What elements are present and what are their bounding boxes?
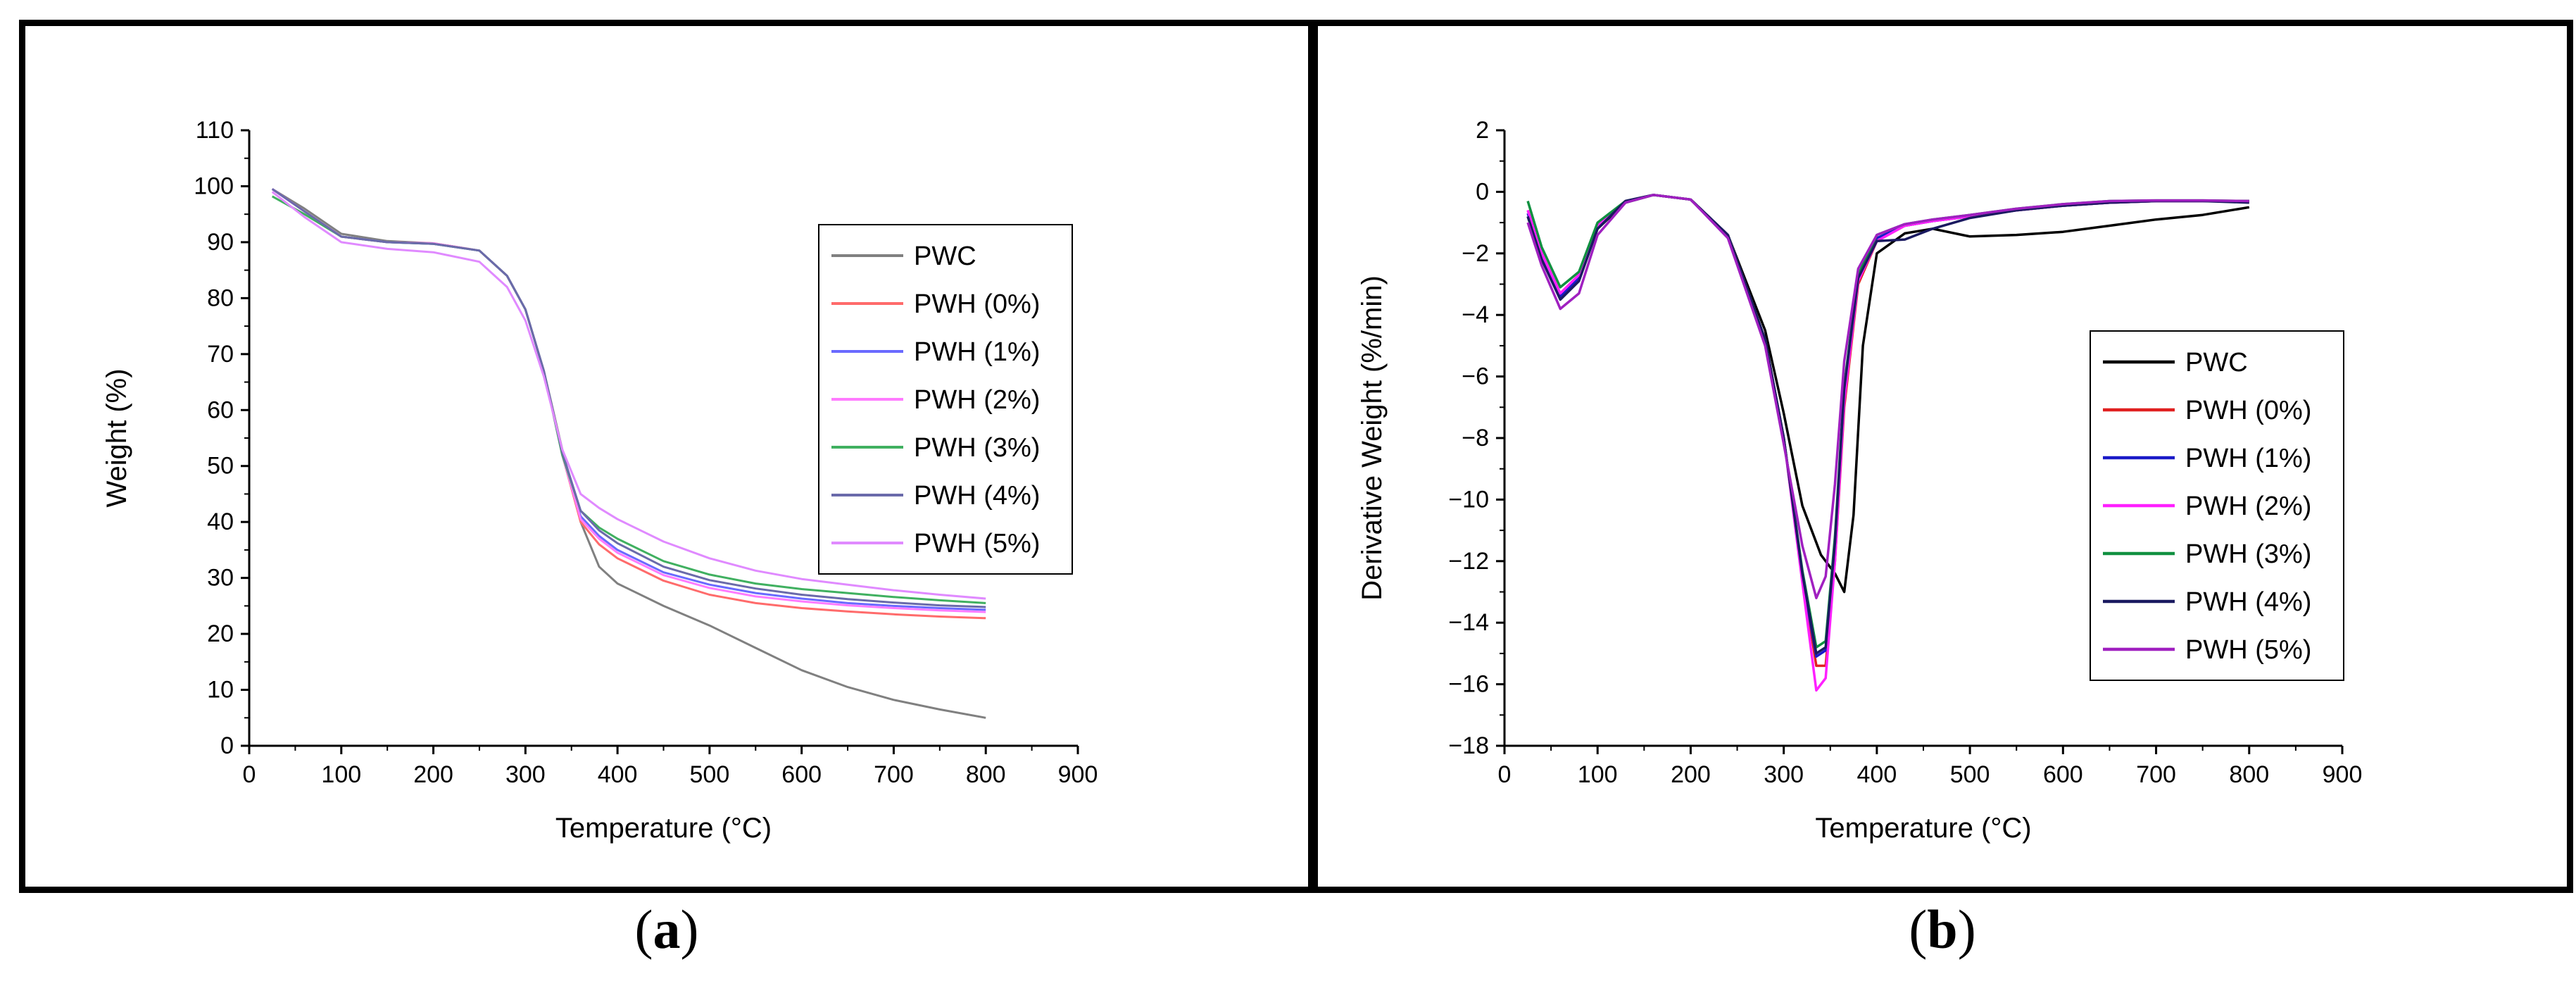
x-tick-label: 600 <box>781 761 822 788</box>
y-tick-label: 80 <box>207 285 234 311</box>
x-tick-label: 900 <box>2323 761 2363 788</box>
legend-label: PWH (0%) <box>914 289 1040 319</box>
series-line-pwh-4- <box>1526 194 2249 655</box>
x-tick-label: 700 <box>874 761 914 788</box>
y-tick-label: −8 <box>1462 425 1489 451</box>
y-tick-label: −10 <box>1448 486 1489 513</box>
x-tick-label: 300 <box>505 761 546 788</box>
x-tick-label: 800 <box>2229 761 2269 788</box>
legend: PWC PWH (0%) PWH (1%) PWH (2%) PWH (3%) PWH (… <box>818 224 1073 575</box>
y-tick-label: −14 <box>1448 609 1489 636</box>
legend-label: PWH (3%) <box>914 433 1040 463</box>
y-axis-label: Weight (%) <box>101 368 132 507</box>
y-tick-label: 60 <box>207 396 234 423</box>
y-tick-label: 20 <box>207 620 234 647</box>
x-tick-label: 300 <box>1764 761 1804 788</box>
legend-label: PWH (2%) <box>914 385 1040 415</box>
x-tick-label: 100 <box>1578 761 1618 788</box>
legend-label: PWH (4%) <box>2185 587 2311 617</box>
legend-label: PWH (5%) <box>914 529 1040 558</box>
series-line-pwh-4- <box>271 188 986 608</box>
x-tick-label: 700 <box>2136 761 2176 788</box>
y-tick-label: 100 <box>194 173 234 199</box>
y-tick-label: −2 <box>1462 240 1489 267</box>
x-tick-label: 800 <box>966 761 1006 788</box>
x-axis-label: Temperature (°C) <box>555 813 772 844</box>
chart-panel-b: 0 100 200 300 400 500 600 700 800 900 −18 −16 −14 −12… <box>1312 20 2573 893</box>
legend-label: PWH (4%) <box>914 481 1040 511</box>
tga-weight-chart: 0 100 200 300 400 500 600 700 800 900 0 10 20 30 40 50 6… <box>101 117 1098 844</box>
y-axis-label: Derivative Weight (%/min) <box>1357 275 1388 601</box>
y-tick-label: −18 <box>1448 732 1489 759</box>
x-tick-label: 200 <box>1671 761 1711 788</box>
caption-a: (a) <box>634 899 699 960</box>
x-tick-label: 0 <box>1498 761 1512 788</box>
y-tick-label: 0 <box>220 732 234 759</box>
y-tick-label: −6 <box>1462 363 1489 390</box>
y-tick-label: 2 <box>1476 117 1489 144</box>
x-tick-label: 900 <box>1058 761 1098 788</box>
y-tick-label: 30 <box>207 565 234 592</box>
y-tick-label: 10 <box>207 677 234 704</box>
x-axis-label: Temperature (°C) <box>1815 813 2031 844</box>
y-tick-label: 0 <box>1476 178 1489 205</box>
series-line-pwh-5- <box>1526 194 2249 599</box>
x-tick-label: 500 <box>1950 761 1990 788</box>
legend-label: PWH (0%) <box>2185 396 2311 425</box>
y-tick-label: 70 <box>207 341 234 368</box>
y-tick-label: 90 <box>207 229 234 256</box>
legend-label: PWH (3%) <box>2185 539 2311 569</box>
series-line-pwh-5- <box>271 191 986 600</box>
y-tick-label: 110 <box>196 117 234 144</box>
legend-label: PWC <box>2185 348 2248 377</box>
y-tick-label: −16 <box>1448 671 1489 698</box>
y-tick-label: −4 <box>1462 301 1489 328</box>
x-tick-label: 400 <box>598 761 638 788</box>
legend-label: PWH (2%) <box>2185 492 2311 521</box>
dtg-derivative-chart: 0 100 200 300 400 500 600 700 800 900 −18 −16 −14 −12… <box>1357 117 2363 844</box>
caption-b: (b) <box>1909 899 1976 960</box>
legend: PWC PWH (0%) PWH (1%) PWH (2%) PWH (3%) PWH (… <box>2090 330 2344 681</box>
x-tick-label: 0 <box>243 761 256 788</box>
x-tick-label: 200 <box>413 761 453 788</box>
legend-label: PWH (1%) <box>914 337 1040 367</box>
legend-label: PWH (5%) <box>2185 635 2311 665</box>
y-tick-label: 50 <box>207 453 234 480</box>
x-tick-label: 400 <box>1857 761 1897 788</box>
x-tick-label: 500 <box>690 761 730 788</box>
legend-label: PWH (1%) <box>2185 444 2311 473</box>
y-tick-label: −12 <box>1448 548 1489 575</box>
x-tick-label: 100 <box>321 761 361 788</box>
y-tick-label: 40 <box>207 508 234 535</box>
x-tick-label: 600 <box>2043 761 2083 788</box>
chart-panel-a: 0 100 200 300 400 500 600 700 800 900 0 10 20 30 40 50 6… <box>19 20 1314 893</box>
legend-label: PWC <box>914 242 976 271</box>
